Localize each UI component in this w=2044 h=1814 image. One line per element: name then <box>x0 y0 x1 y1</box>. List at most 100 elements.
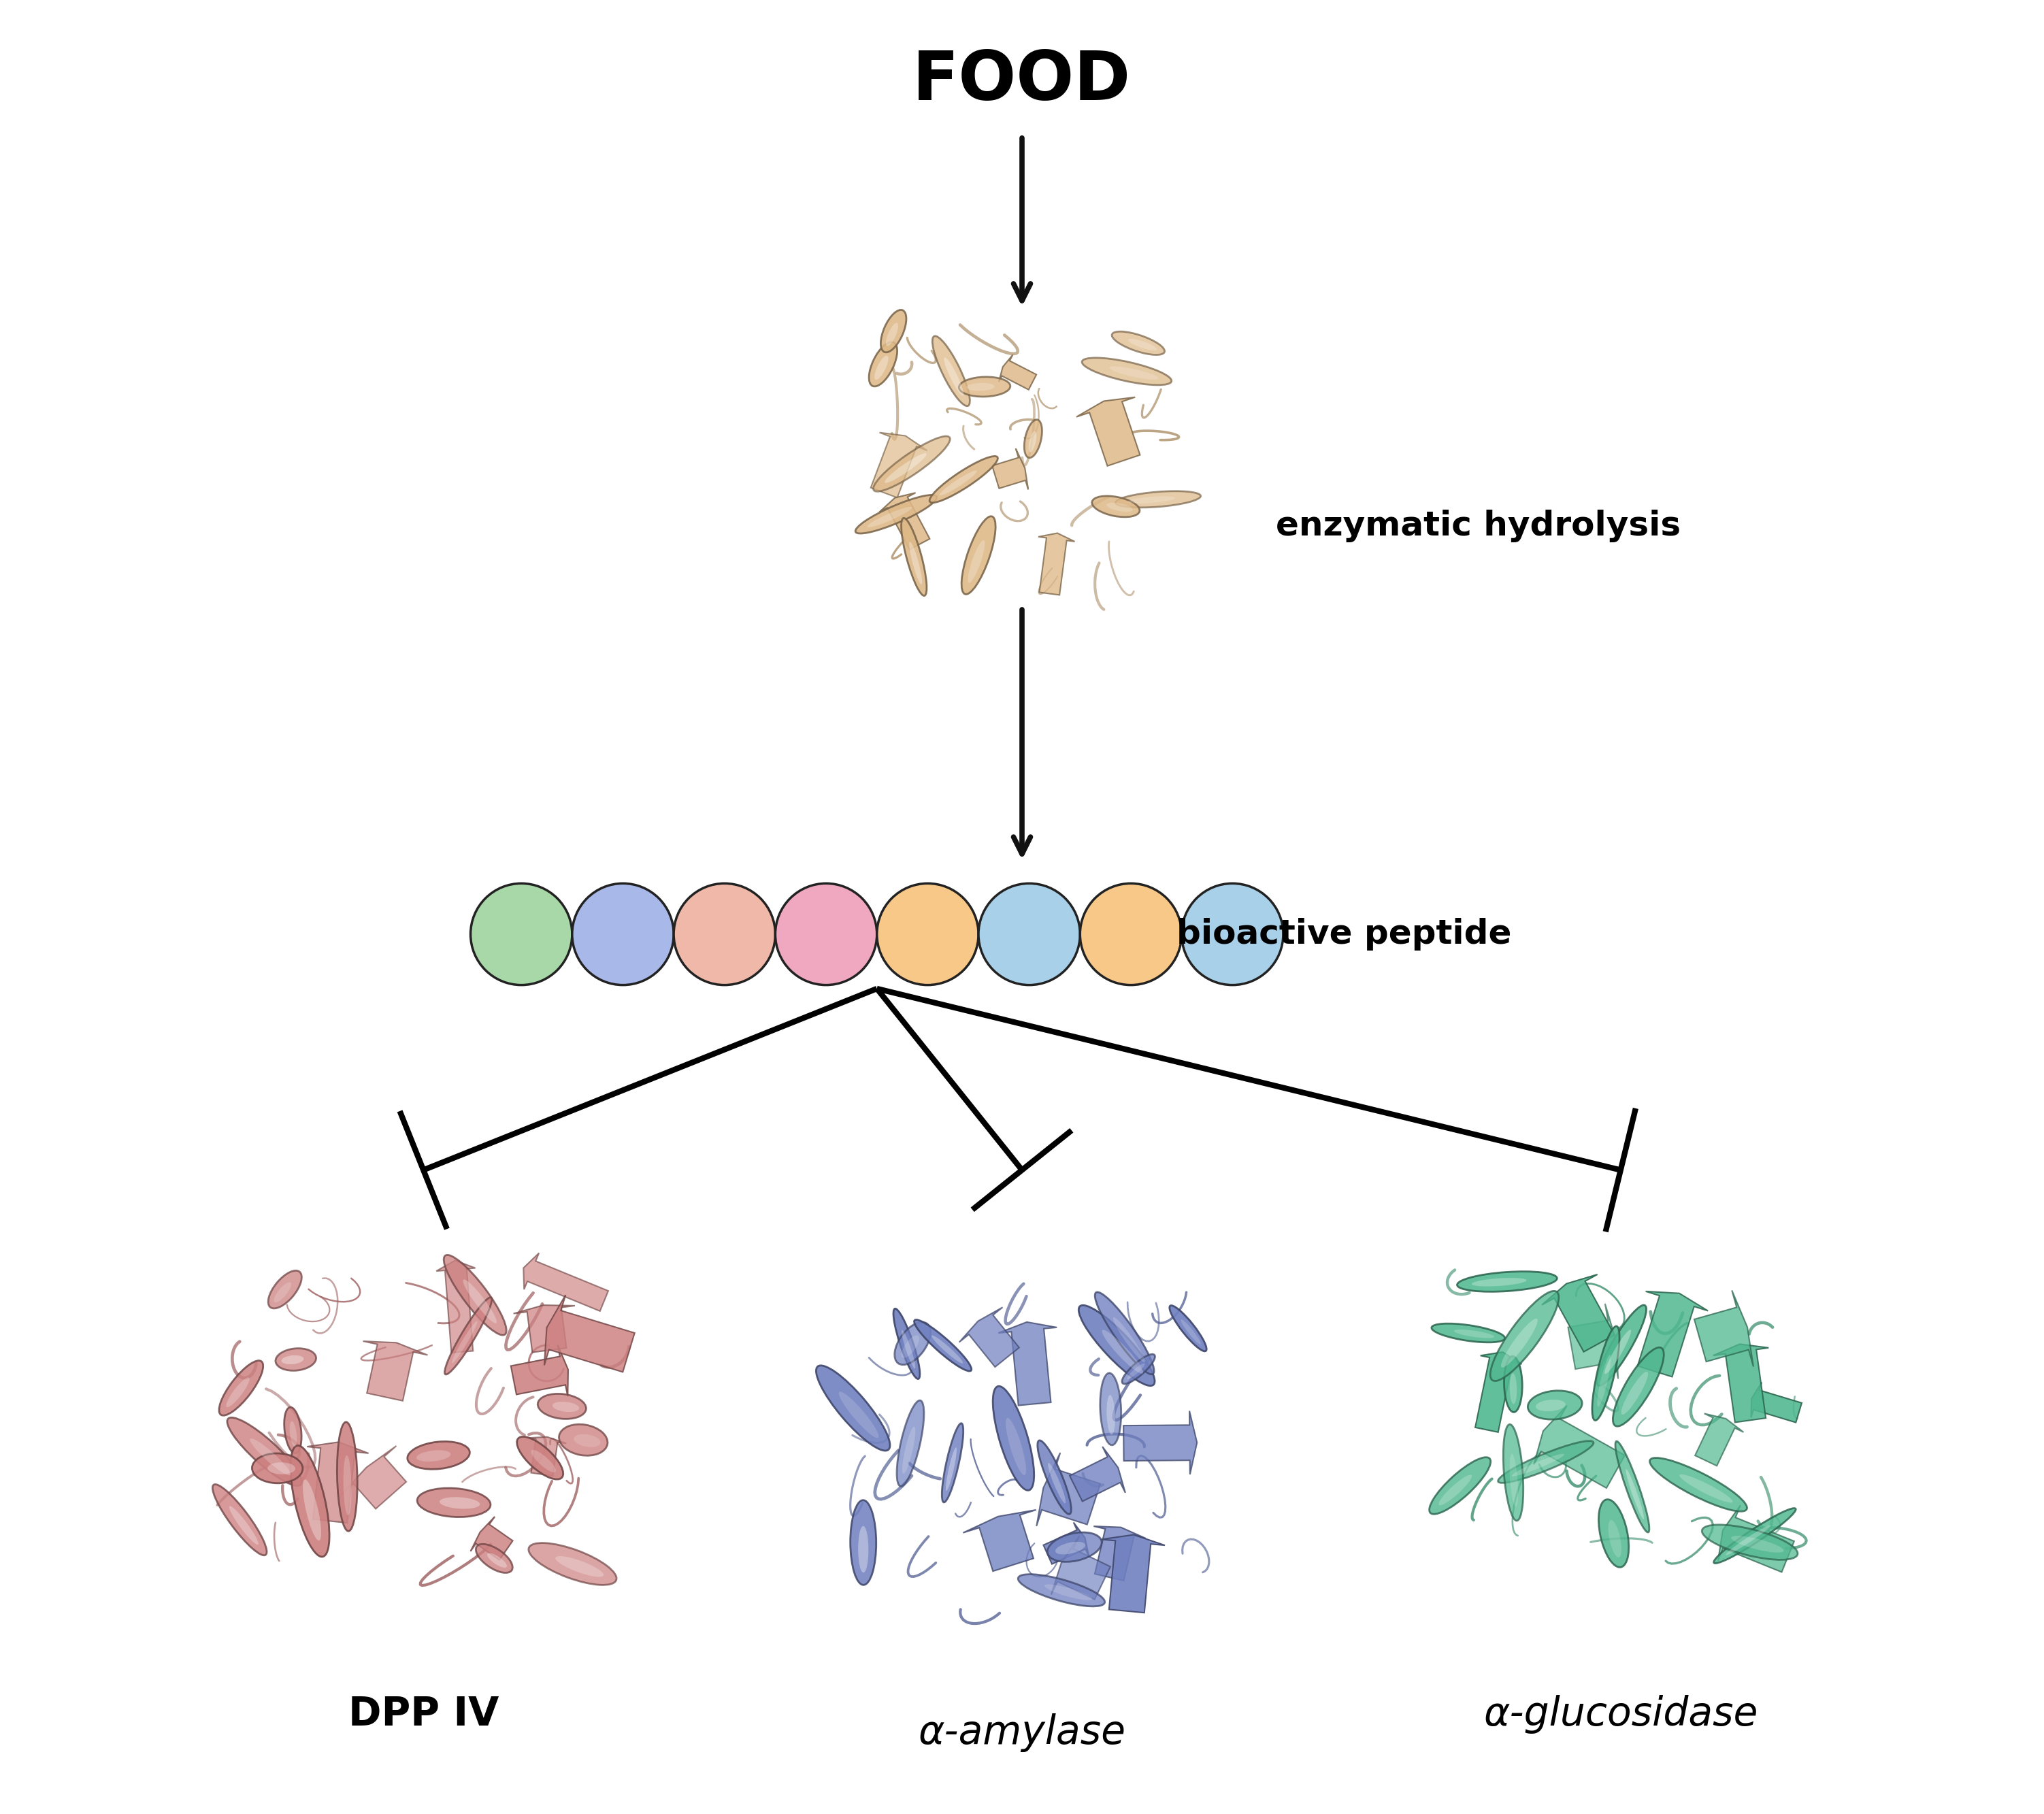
Ellipse shape <box>1439 1475 1472 1506</box>
Ellipse shape <box>867 506 912 528</box>
Polygon shape <box>1069 1446 1126 1502</box>
Ellipse shape <box>1453 1330 1494 1339</box>
Polygon shape <box>307 1442 368 1524</box>
Ellipse shape <box>274 1282 292 1302</box>
Polygon shape <box>470 1517 513 1560</box>
Ellipse shape <box>558 1424 607 1455</box>
Polygon shape <box>1038 533 1075 595</box>
Ellipse shape <box>959 377 1010 397</box>
Ellipse shape <box>486 1553 507 1567</box>
Ellipse shape <box>284 1408 303 1453</box>
Polygon shape <box>879 493 930 550</box>
Ellipse shape <box>1625 1469 1643 1518</box>
Ellipse shape <box>1024 419 1042 457</box>
Ellipse shape <box>1609 1520 1621 1558</box>
Circle shape <box>1079 883 1181 985</box>
Ellipse shape <box>875 356 889 379</box>
Ellipse shape <box>574 1435 601 1448</box>
Polygon shape <box>513 1304 574 1353</box>
Ellipse shape <box>1615 1442 1650 1533</box>
Ellipse shape <box>1598 1500 1629 1567</box>
Ellipse shape <box>1429 1457 1490 1515</box>
Ellipse shape <box>946 1448 957 1491</box>
Polygon shape <box>341 1446 407 1509</box>
Polygon shape <box>871 432 928 497</box>
Text: DPP IV: DPP IV <box>347 1694 499 1734</box>
Ellipse shape <box>1621 1371 1647 1415</box>
Ellipse shape <box>932 336 969 406</box>
Ellipse shape <box>552 1402 578 1411</box>
Ellipse shape <box>1081 357 1171 385</box>
Polygon shape <box>527 1437 566 1477</box>
Ellipse shape <box>858 1526 869 1573</box>
Ellipse shape <box>1431 1324 1504 1342</box>
Ellipse shape <box>290 1446 329 1556</box>
Circle shape <box>675 883 775 985</box>
Ellipse shape <box>893 1308 920 1379</box>
Text: α-glucosidase: α-glucosidase <box>1484 1694 1758 1734</box>
Ellipse shape <box>227 1417 303 1486</box>
Ellipse shape <box>444 1255 507 1335</box>
Ellipse shape <box>1028 432 1036 452</box>
Ellipse shape <box>1114 1317 1145 1362</box>
Ellipse shape <box>940 470 977 495</box>
Ellipse shape <box>290 1422 296 1446</box>
Text: bioactive peptide: bioactive peptide <box>1175 918 1511 951</box>
Ellipse shape <box>914 1321 971 1371</box>
Circle shape <box>470 883 572 985</box>
Ellipse shape <box>930 455 997 502</box>
Ellipse shape <box>1472 1277 1527 1286</box>
Ellipse shape <box>873 435 950 492</box>
Ellipse shape <box>910 542 922 584</box>
Polygon shape <box>997 1322 1057 1406</box>
Ellipse shape <box>1091 495 1141 517</box>
Ellipse shape <box>1106 1395 1116 1435</box>
Ellipse shape <box>417 1487 491 1517</box>
Ellipse shape <box>1490 1292 1560 1380</box>
Ellipse shape <box>337 1422 358 1531</box>
Ellipse shape <box>1006 1419 1026 1475</box>
Ellipse shape <box>1511 1373 1517 1404</box>
Ellipse shape <box>1596 1355 1611 1406</box>
Polygon shape <box>511 1344 568 1397</box>
Circle shape <box>979 883 1079 985</box>
Polygon shape <box>1042 1522 1089 1564</box>
Polygon shape <box>1036 1453 1100 1526</box>
Ellipse shape <box>1096 1292 1155 1375</box>
Ellipse shape <box>1731 1536 1784 1553</box>
Ellipse shape <box>1128 497 1175 502</box>
Ellipse shape <box>517 1437 564 1478</box>
Ellipse shape <box>1106 502 1132 512</box>
Ellipse shape <box>1116 492 1200 508</box>
Ellipse shape <box>901 1330 916 1370</box>
Polygon shape <box>963 1509 1036 1571</box>
Ellipse shape <box>869 341 897 386</box>
Ellipse shape <box>897 1400 924 1486</box>
Polygon shape <box>544 1295 634 1371</box>
Polygon shape <box>435 1261 476 1353</box>
Polygon shape <box>1637 1292 1709 1377</box>
Ellipse shape <box>1498 1440 1594 1482</box>
Ellipse shape <box>854 495 936 533</box>
Ellipse shape <box>417 1449 452 1462</box>
Ellipse shape <box>1049 1462 1065 1504</box>
Ellipse shape <box>993 1386 1034 1491</box>
Ellipse shape <box>1605 1330 1631 1373</box>
Polygon shape <box>523 1253 609 1312</box>
Ellipse shape <box>838 1391 879 1439</box>
Ellipse shape <box>1122 1355 1155 1384</box>
Ellipse shape <box>229 1506 258 1546</box>
Ellipse shape <box>1650 1458 1748 1511</box>
Ellipse shape <box>1535 1400 1566 1411</box>
Ellipse shape <box>227 1377 249 1408</box>
Ellipse shape <box>1055 1542 1085 1555</box>
Ellipse shape <box>1044 1584 1091 1600</box>
Ellipse shape <box>1079 1306 1155 1386</box>
Ellipse shape <box>1018 1575 1106 1607</box>
Polygon shape <box>1752 1382 1801 1422</box>
Text: α-amylase: α-amylase <box>918 1712 1126 1752</box>
Ellipse shape <box>1457 1272 1558 1292</box>
Ellipse shape <box>464 1279 497 1322</box>
Circle shape <box>775 883 877 985</box>
Ellipse shape <box>268 1462 294 1475</box>
